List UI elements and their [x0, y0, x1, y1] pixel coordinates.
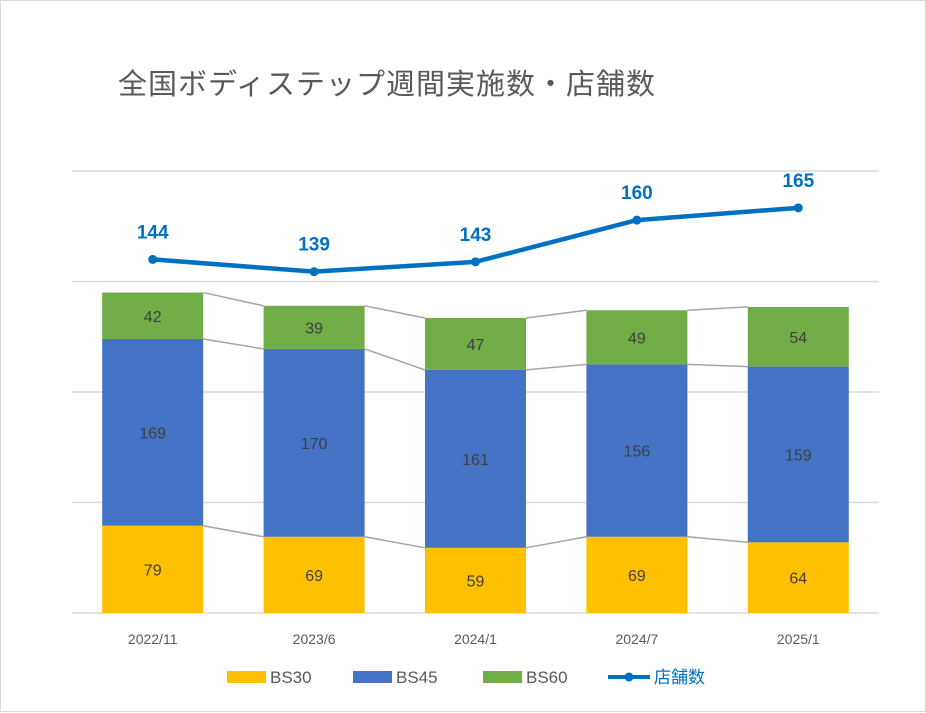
line-marker	[148, 254, 158, 264]
bar-segment-bs60	[263, 305, 365, 349]
legend-label: 店舗数	[654, 668, 705, 687]
x-tick-label: 2023/6	[293, 631, 336, 647]
chart-title: 全国ボディステップ週間実施数・店舗数	[118, 67, 656, 101]
bar-segment-bs45	[263, 348, 365, 537]
data-label: 161	[462, 452, 489, 469]
line-data-label: 143	[460, 225, 492, 246]
bar-segment-bs60	[425, 317, 526, 370]
series-connector-line	[203, 524, 264, 538]
legend-swatch-bs60	[483, 671, 522, 683]
legend-label: BS30	[270, 668, 312, 687]
line-data-label: 165	[782, 171, 814, 192]
data-label: 54	[789, 330, 807, 347]
bar-segment-bs45	[586, 364, 688, 537]
bar-segment-bs30	[263, 536, 365, 613]
legend-label: BS60	[526, 668, 568, 687]
x-tick-label: 2024/7	[615, 631, 658, 647]
line-marker	[471, 257, 480, 267]
bar-segment-bs60	[102, 292, 204, 339]
line-marker	[793, 203, 803, 213]
line-data-label: 160	[621, 183, 653, 204]
data-label: 170	[301, 436, 328, 453]
legend-marker	[624, 672, 634, 682]
series-connector-line	[525, 363, 587, 371]
line-marker	[632, 215, 642, 225]
data-label: 64	[789, 571, 807, 588]
data-label: 159	[785, 447, 812, 464]
legend-swatch-bs45	[353, 671, 392, 683]
bar-segment-bs60	[586, 310, 688, 365]
series-connector-line	[364, 348, 426, 371]
data-label: 42	[144, 309, 162, 326]
data-label: 49	[628, 330, 646, 347]
series-connector-line	[203, 338, 264, 350]
data-label: 69	[305, 568, 323, 585]
legend-swatch-bs30	[227, 671, 266, 683]
x-tick-label: 2022/11	[128, 631, 178, 647]
data-label: 59	[467, 573, 485, 590]
legend-label: BS45	[396, 668, 438, 687]
bar-segment-bs30	[102, 525, 204, 613]
bar-segment-bs60	[747, 306, 849, 367]
bar-segment-bs30	[747, 542, 849, 613]
data-label: 169	[139, 425, 166, 442]
bar-segment-bs30	[425, 547, 526, 613]
line-marker	[309, 267, 319, 277]
series-connector-line	[687, 363, 748, 368]
line-data-label: 139	[298, 235, 330, 256]
line-data-label: 144	[137, 222, 169, 243]
data-label: 39	[305, 320, 323, 337]
series-connector-line	[687, 306, 748, 311]
bar-segment-bs30	[586, 536, 688, 613]
series-connector-line	[525, 536, 587, 549]
series-connector-line	[364, 536, 426, 549]
x-tick-label: 2025/1	[777, 631, 820, 647]
data-label: 156	[624, 444, 651, 461]
data-label: 69	[628, 568, 646, 585]
series-connector-line	[687, 536, 748, 544]
bar-segment-bs45	[747, 366, 849, 543]
bar-segment-bs45	[425, 369, 526, 548]
data-label: 79	[144, 562, 162, 579]
bar-segment-bs45	[102, 338, 204, 526]
series-connector-line	[364, 305, 426, 319]
x-tick-label: 2024/1	[454, 631, 497, 647]
series-connector-line	[203, 291, 264, 307]
data-label: 47	[467, 337, 485, 354]
series-connector-line	[525, 309, 587, 319]
